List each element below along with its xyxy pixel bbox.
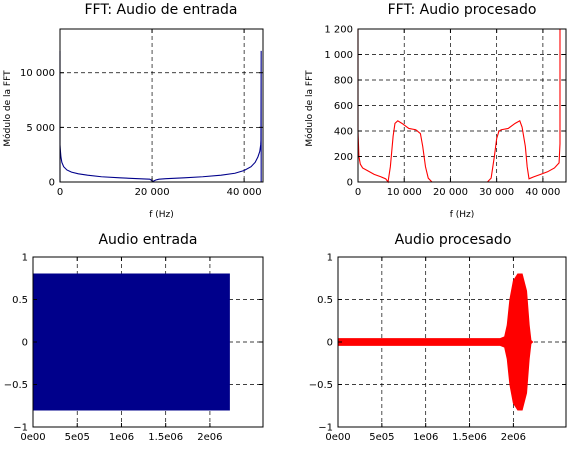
y-tick-label: 5 000: [26, 123, 55, 134]
y-tick-label: 0.5: [12, 295, 28, 306]
y-tick-label: 1: [22, 253, 28, 264]
y-axis-label: Módulo de la FFT: [304, 70, 315, 147]
signal-envelope: [32, 273, 230, 411]
y-tick-label: 1 200: [324, 25, 353, 36]
x-tick-label: 5e05: [369, 432, 394, 443]
fft-input-chart: FFT: Audio de entrada 0 20 000 40 000 0 5 000…: [2, 2, 264, 220]
x-tick-label: 20 000: [135, 187, 170, 198]
y-tick-label: 1 000: [324, 50, 353, 61]
x-tick-label: 0: [355, 187, 361, 198]
x-tick-label: 1.5e06: [148, 432, 183, 443]
chart-title: FFT: Audio procesado: [388, 2, 537, 18]
x-tick-label: 10 000: [387, 187, 422, 198]
y-tick-label: 0: [49, 178, 55, 189]
y-tick-label: 0: [327, 338, 333, 349]
series-line: [59, 50, 262, 182]
y-tick-label: 1: [327, 253, 333, 264]
audio-input-chart: Audio entrada 0e00 5e05 1e06 1.5e06 2e06 −1 −0.…: [4, 232, 264, 443]
y-tick-label: 0: [22, 338, 28, 349]
fft-processed-chart: FFT: Audio procesado 0 10 000 20 000 30 000 4…: [304, 2, 567, 220]
plot-frame: [59, 28, 264, 183]
chart-title: FFT: Audio de entrada: [84, 2, 237, 18]
signal-envelope: [337, 273, 534, 411]
y-tick-label: 400: [334, 127, 353, 138]
y-tick-label: 0: [347, 178, 353, 189]
x-tick-label: 20 000: [433, 187, 468, 198]
y-tick-label: 200: [334, 152, 353, 163]
x-tick-label: 0e00: [20, 432, 45, 443]
x-tick-label: 5e05: [65, 432, 90, 443]
x-tick-label: 1e06: [109, 432, 134, 443]
x-axis-label: f (Hz): [149, 210, 174, 220]
y-tick-label: −1: [318, 423, 333, 434]
y-tick-label: −0.5: [4, 380, 28, 391]
y-tick-label: −1: [13, 423, 28, 434]
x-tick-label: 2e06: [197, 432, 222, 443]
x-axis-label: f (Hz): [450, 210, 475, 220]
audio-processed-chart: Audio procesado 0e00 5e05 1e06 1.5e06 2e06 −1 −…: [309, 232, 567, 443]
x-tick-label: 30 000: [479, 187, 514, 198]
x-tick-label: 1e06: [413, 432, 438, 443]
chart-title: Audio procesado: [395, 232, 512, 248]
y-tick-label: 800: [334, 76, 353, 87]
x-tick-label: 0: [57, 187, 63, 198]
chart-title: Audio entrada: [98, 232, 197, 248]
x-tick-label: 40 000: [525, 187, 560, 198]
y-tick-label: 0.5: [317, 295, 333, 306]
x-tick-label: 1.5e06: [452, 432, 487, 443]
y-tick-label: −0.5: [309, 380, 333, 391]
y-tick-label: 600: [334, 101, 353, 112]
x-tick-label: 40 000: [227, 187, 262, 198]
x-tick-label: 2e06: [501, 432, 526, 443]
y-axis-label: Módulo de la FFT: [2, 70, 13, 147]
y-tick-label: 10 000: [20, 68, 55, 79]
x-tick-label: 0e00: [325, 432, 350, 443]
